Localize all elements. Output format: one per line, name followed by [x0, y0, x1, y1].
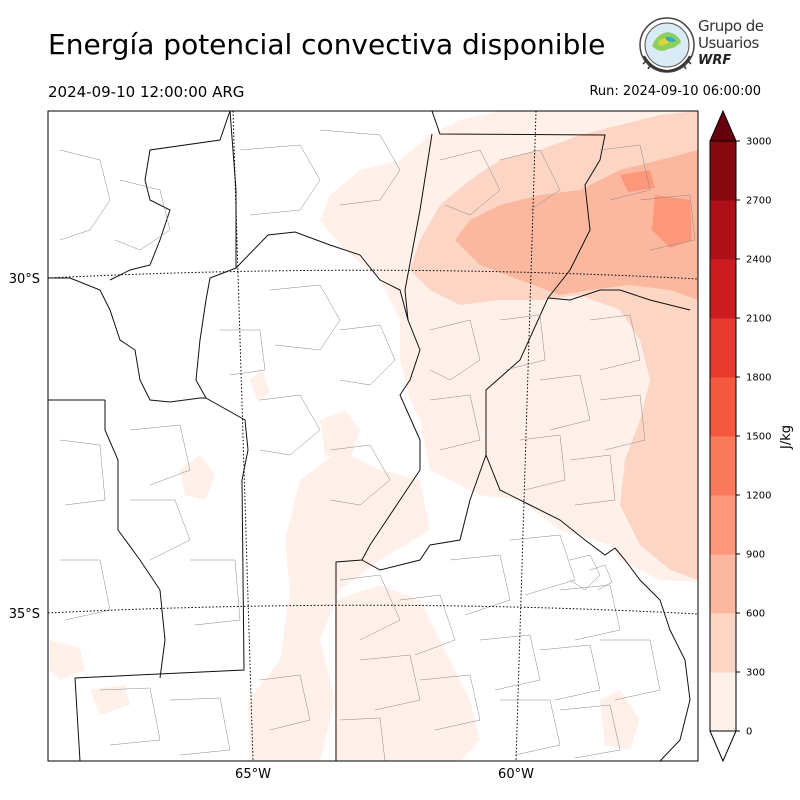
cape-band-0-300-south [335, 585, 480, 761]
colorbar-tick-label: 600 [746, 609, 765, 620]
colorbar-bin [710, 377, 736, 437]
globe-emblem-icon [639, 17, 695, 73]
colorbar-bin [710, 495, 736, 555]
colorbar-tick-label: 300 [746, 668, 765, 679]
valid-time: 2024-09-10 12:00:00 ARG [48, 83, 245, 101]
map-frame [47, 110, 699, 762]
colorbar-tick-label: 2400 [746, 255, 771, 266]
department-borders [59, 129, 696, 761]
cape-shading [50, 111, 698, 761]
colorbar-bin [710, 200, 736, 260]
colorbar-bin [710, 672, 736, 732]
colorbar-tick-label: 2100 [746, 314, 771, 325]
colorbar-tick-label: 900 [746, 550, 765, 561]
cape-band-900-1200 [652, 195, 692, 248]
logo-line-2: Usuarios [698, 34, 759, 52]
cape-patch-d [90, 685, 130, 715]
colorbar-bin [710, 141, 736, 201]
colorbar-bin [710, 318, 736, 378]
parallel-35s [48, 604, 698, 615]
graticule [48, 111, 698, 761]
colorbar-tick-label: 3000 [746, 137, 771, 148]
colorbar-unit-label: J/kg [779, 425, 794, 450]
colorbar-extend-high [709, 109, 737, 142]
parallel-30s [48, 269, 698, 280]
colorbar-tick-label: 1500 [746, 432, 771, 443]
colorbar: 0 300 600 900 1200 1500 1800 2100 2400 2700 3000 [709, 109, 771, 763]
lon-label-60w: 60°W [498, 767, 534, 782]
colorbar-tick-label: 1800 [746, 373, 771, 384]
map-title: Energía potencial convectiva disponible [48, 28, 606, 61]
cape-patch-b [180, 455, 215, 500]
colorbar-tick-label: 0 [746, 727, 752, 738]
lat-label-35s: 35°S [9, 607, 40, 622]
logo-text: Grupo de Usuarios WRF [698, 18, 764, 69]
colorbar-extend-low [709, 730, 737, 763]
lat-label-30s: 30°S [9, 272, 40, 287]
colorbar-bin [710, 554, 736, 614]
map-panel [48, 111, 698, 761]
province-borders [48, 111, 691, 761]
colorbar-tick-label: 2700 [746, 196, 771, 207]
cape-patch-f [250, 370, 270, 402]
lon-label-65w: 65°W [235, 767, 271, 782]
wrf-group-logo: Grupo de Usuarios WRF [638, 16, 768, 74]
cape-band-0-300-west [248, 450, 430, 761]
colorbar-bin [710, 436, 736, 496]
colorbar-bin [710, 259, 736, 319]
cape-band-900-1200-b [620, 170, 655, 192]
cape-patch-c [50, 640, 85, 680]
logo-line-3: WRF [698, 53, 732, 68]
colorbar-tick-label: 1200 [746, 491, 771, 502]
run-time: Run: 2024-09-10 06:00:00 [589, 84, 761, 99]
colorbar-bin [710, 613, 736, 673]
logo-line-1: Grupo de [698, 17, 764, 35]
